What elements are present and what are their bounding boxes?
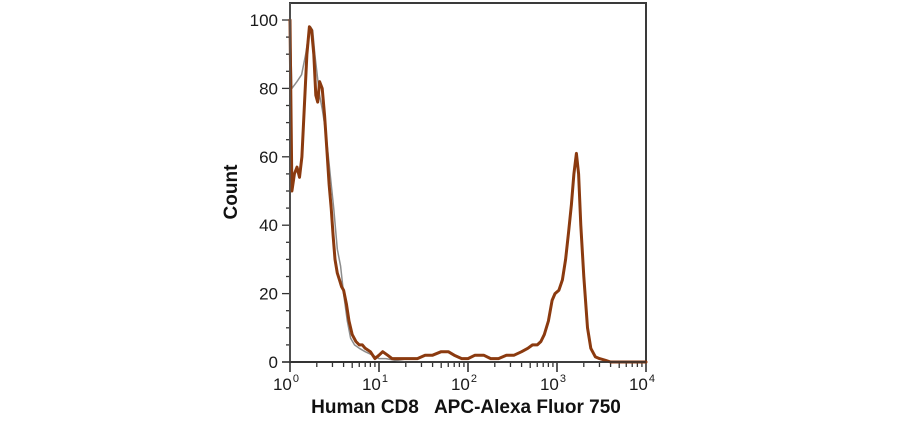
y-axis-title: Count <box>221 164 242 220</box>
y-tick-label: 40 <box>259 216 278 235</box>
cd8-histogram-line <box>288 18 648 364</box>
y-tick-label: 100 <box>250 11 278 30</box>
y-tick-label: 20 <box>259 285 278 304</box>
x-axis-title: Human CD8 APC-Alexa Fluor 750 <box>311 397 621 418</box>
y-tick-label: 60 <box>259 148 278 167</box>
histogram-series <box>288 18 648 364</box>
y-tick-label: 0 <box>269 353 278 372</box>
y-tick-label: 80 <box>259 79 278 98</box>
y-axis-ticks: 0 20 40 60 80 100 <box>250 11 290 372</box>
